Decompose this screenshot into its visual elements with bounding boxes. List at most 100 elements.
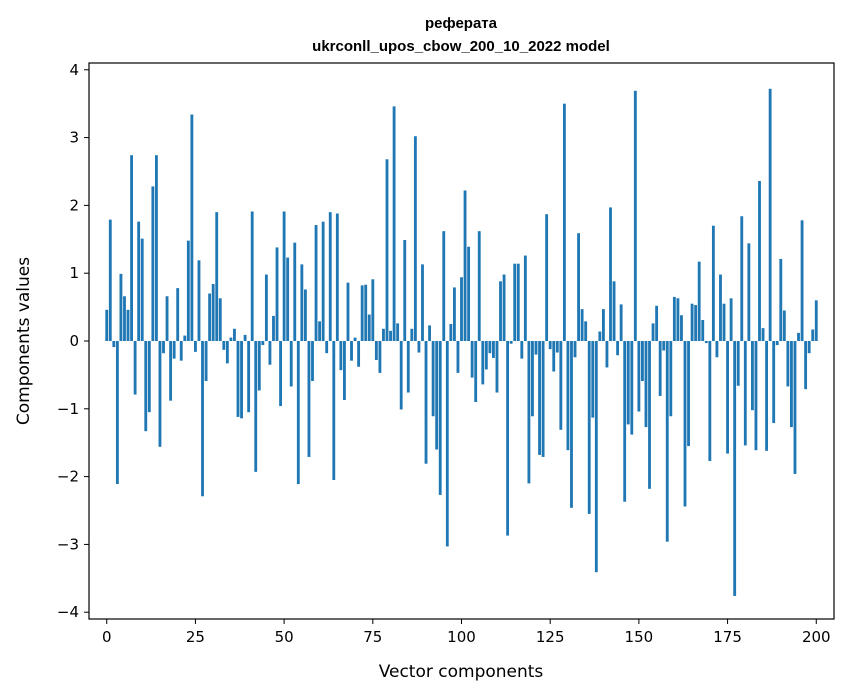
y-tick-label: 0 (69, 332, 79, 350)
bar (797, 332, 800, 341)
bar (463, 190, 467, 341)
bar (719, 274, 722, 341)
bar (690, 303, 694, 341)
bar (225, 341, 229, 364)
bar (350, 341, 353, 361)
bar (612, 281, 616, 341)
bar (800, 220, 804, 341)
bar (268, 341, 272, 365)
y-axis-ticks: −4 −3 −2 −1 0 1 2 3 4 (57, 61, 89, 621)
bar (442, 231, 446, 341)
bar (296, 341, 300, 485)
bar (399, 341, 403, 410)
bar (119, 273, 123, 341)
x-tick-label: 0 (102, 628, 112, 646)
bar (406, 341, 410, 393)
bar (715, 341, 719, 358)
y-tick-label: −3 (57, 535, 79, 553)
bar (534, 341, 538, 355)
bar (591, 341, 595, 418)
bar (531, 341, 534, 417)
bar (701, 319, 705, 341)
bar (424, 341, 428, 464)
bar (140, 238, 144, 341)
bar (222, 341, 226, 350)
bar (240, 341, 243, 419)
bar (257, 341, 261, 391)
bar (403, 239, 407, 341)
bar (243, 334, 247, 341)
bar (410, 328, 414, 341)
bar (360, 285, 364, 341)
y-tick-label: 4 (69, 61, 79, 79)
bar (694, 305, 698, 341)
bar (218, 298, 222, 341)
bar (495, 341, 499, 393)
bar (743, 341, 747, 446)
bar (609, 207, 612, 341)
x-axis-label: Vector components (379, 662, 544, 682)
bar (509, 341, 513, 344)
bar (722, 303, 726, 341)
bar (626, 341, 630, 425)
bar (580, 309, 584, 341)
bar (247, 341, 251, 413)
bar (233, 328, 236, 341)
bar (651, 323, 655, 341)
bar (502, 274, 506, 341)
bar (562, 103, 566, 342)
bar (811, 329, 815, 341)
bar (325, 341, 329, 354)
bar (761, 328, 765, 341)
bar (754, 341, 758, 451)
bar (644, 341, 648, 428)
bar (311, 341, 314, 381)
bar (179, 341, 183, 361)
bar (197, 260, 201, 341)
bar (467, 246, 471, 341)
bar (428, 325, 431, 341)
bar (300, 264, 304, 341)
bar (374, 341, 378, 360)
bar (169, 341, 173, 401)
bar (601, 309, 605, 341)
bar (335, 213, 339, 341)
bar (747, 243, 751, 341)
bar (559, 341, 563, 430)
bar (492, 341, 495, 358)
y-tick-label: −4 (57, 603, 79, 621)
bar (211, 284, 215, 341)
y-tick-label: −2 (57, 468, 79, 486)
bar (538, 341, 541, 455)
bar (790, 341, 793, 428)
y-tick-label: 1 (69, 264, 79, 282)
bar (147, 341, 151, 413)
bar (541, 341, 545, 457)
bar (385, 159, 389, 341)
bar (687, 341, 690, 447)
bar (392, 106, 396, 342)
bar (264, 274, 268, 341)
bar (555, 341, 559, 353)
bar (680, 315, 683, 341)
bar (605, 341, 609, 368)
bar (619, 304, 623, 341)
bar (548, 341, 552, 350)
x-tick-label: 50 (275, 628, 294, 646)
bar (683, 341, 687, 507)
bar (662, 341, 666, 351)
bar (814, 300, 818, 341)
bar (807, 341, 811, 354)
bar (499, 281, 502, 341)
bar (577, 233, 580, 341)
bar (648, 341, 651, 489)
bar (445, 341, 449, 547)
bar (229, 337, 233, 341)
bar (346, 282, 350, 341)
bar (321, 221, 325, 341)
bar (708, 341, 712, 462)
bar (516, 263, 520, 341)
bar (172, 341, 176, 359)
bar (655, 305, 659, 341)
bar (676, 298, 680, 341)
